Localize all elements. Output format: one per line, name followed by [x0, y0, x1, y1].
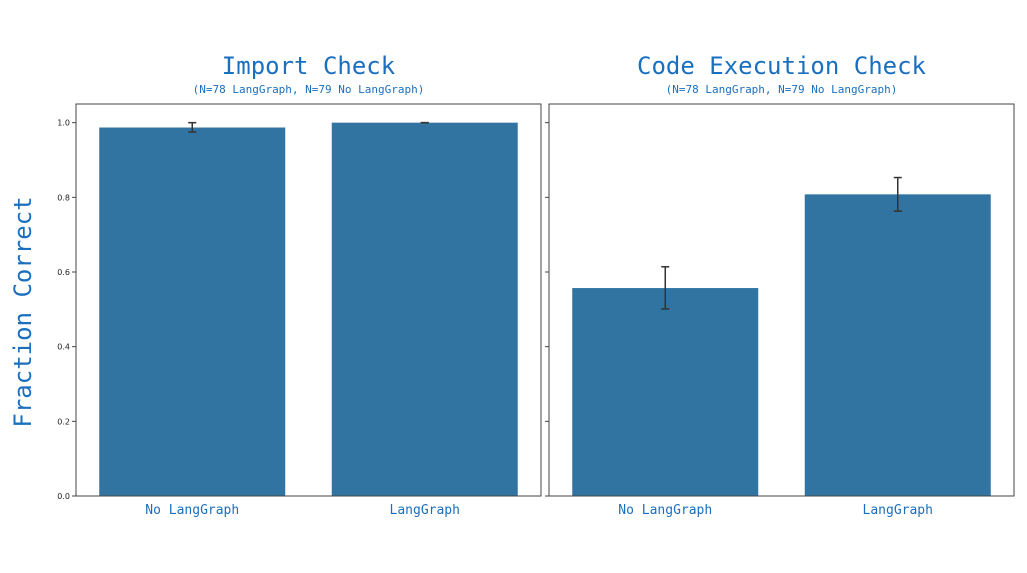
- plot-frame: [548, 103, 1015, 497]
- bar: [804, 194, 991, 496]
- x-tick-label: LangGraph: [390, 503, 460, 518]
- error-bar: [188, 121, 197, 133]
- y-tick-label: 0.0: [57, 492, 70, 501]
- y-tick-label: 0.2: [57, 417, 70, 426]
- x-tick-label: LangGraph: [863, 503, 933, 518]
- error-bar: [893, 176, 902, 212]
- bar: [99, 127, 286, 497]
- chart-subtitle: (N=78 LangGraph, N=79 No LangGraph): [193, 83, 425, 96]
- chart-panel-1: Import Check (N=78 LangGraph, N=79 No Lan…: [57, 52, 542, 518]
- chart-title: Code Execution Check: [637, 52, 927, 80]
- bar: [572, 288, 759, 496]
- x-tick-label: No LangGraph: [145, 503, 239, 518]
- x-tick-label: No LangGraph: [618, 503, 712, 518]
- chart-panel-2: Code Execution Check (N=78 LangGraph, N=7…: [545, 52, 1015, 518]
- y-axis-label: Fraction Correct: [9, 196, 37, 427]
- y-tick-label: 1.0: [57, 119, 70, 128]
- plot-frame: [75, 103, 542, 497]
- y-tick-label: 0.8: [57, 193, 70, 202]
- chart-title: Import Check: [222, 52, 396, 80]
- error-bar: [661, 266, 670, 310]
- bar: [331, 122, 518, 497]
- y-tick-label: 0.6: [57, 268, 70, 277]
- y-tick-label: 0.4: [57, 343, 70, 352]
- chart-subtitle: (N=78 LangGraph, N=79 No LangGraph): [666, 83, 898, 96]
